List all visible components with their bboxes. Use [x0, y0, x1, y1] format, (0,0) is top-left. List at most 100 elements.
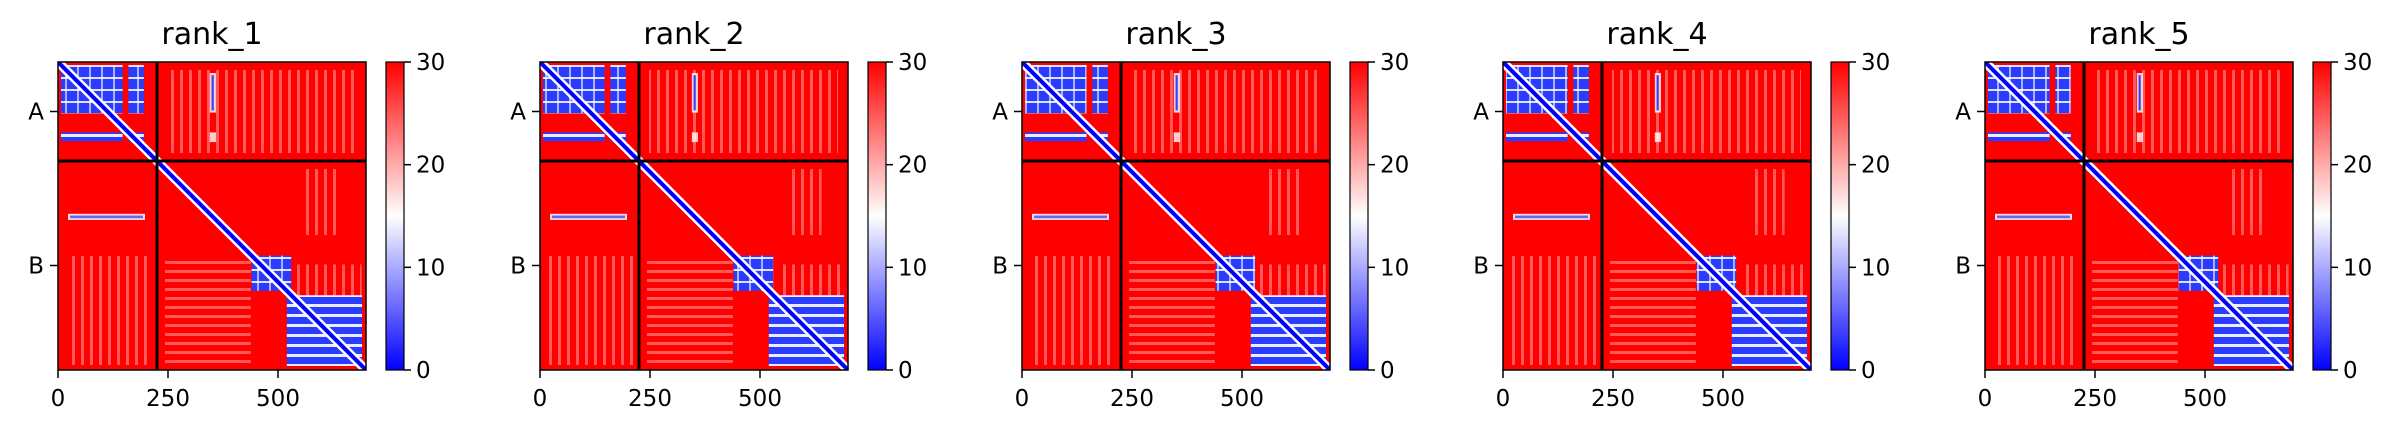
- chain-a-band: [543, 132, 605, 142]
- y-tick-label: B: [510, 254, 526, 280]
- x-tick-label: 0: [1015, 386, 1030, 412]
- colorbar: [1349, 61, 1369, 371]
- domain-texture: [1749, 169, 1785, 235]
- x-tick-label: 500: [256, 386, 300, 412]
- colorbar-tick-label: 30: [1380, 50, 1409, 76]
- heatmap-frame: [57, 61, 367, 371]
- interchain-streak: [691, 132, 698, 143]
- x-tick-label: 500: [1220, 386, 1264, 412]
- colorbar-tick-label: 30: [898, 50, 927, 76]
- diagonal: [1022, 62, 1330, 370]
- interchain-streak: [1654, 132, 1661, 143]
- x-tick-label: 0: [1496, 386, 1511, 412]
- colorbar-tick-label: 20: [2343, 153, 2372, 179]
- x-tick-label: 500: [2183, 386, 2227, 412]
- interchain-band: [552, 215, 625, 219]
- heatmap: [1985, 62, 2293, 370]
- y-tick-label: B: [992, 254, 1008, 280]
- x-tick-label: 0: [51, 386, 66, 412]
- interchain-band: [1034, 215, 1107, 219]
- heatmap: [1503, 62, 1811, 370]
- chain-a-band: [1025, 132, 1087, 142]
- interchain-band: [1515, 215, 1588, 219]
- x-tick-label: 250: [146, 386, 190, 412]
- interchain-texture: [649, 70, 838, 153]
- colorbar-tick-label: 30: [416, 50, 445, 76]
- colorbar-tick-label: 20: [1380, 153, 1409, 179]
- colorbar-tick-label: 0: [416, 358, 431, 384]
- panel-title: rank_1: [161, 17, 262, 52]
- colorbar-tick-label: 10: [2343, 255, 2372, 281]
- y-tick-label: A: [28, 100, 44, 126]
- panel-title: rank_2: [643, 17, 744, 52]
- interchain-band: [70, 215, 143, 219]
- interchain-band: [1997, 215, 2070, 219]
- chain-b-texture: [2222, 264, 2289, 296]
- y-tick-label: B: [1955, 254, 1971, 280]
- interchain-streak: [2136, 132, 2143, 143]
- y-tick-label: A: [1955, 100, 1971, 126]
- interchain-texture: [1993, 256, 2078, 365]
- interchain-streak: [1175, 75, 1178, 111]
- colorbar-tick-label: 0: [1861, 358, 1876, 384]
- colorbar-tick-label: 20: [1861, 153, 1890, 179]
- colorbar-tick-label: 10: [416, 255, 445, 281]
- interchain-texture: [1030, 256, 1115, 365]
- colorbar: [867, 61, 887, 371]
- colorbar: [1830, 61, 1850, 371]
- domain-texture: [786, 169, 822, 235]
- colorbar-tick-label: 10: [898, 255, 927, 281]
- x-tick-label: 250: [1110, 386, 1154, 412]
- chain-a-block: [128, 65, 144, 114]
- interchain-streak: [2138, 75, 2141, 111]
- x-tick-label: 250: [628, 386, 672, 412]
- x-tick-label: 250: [2073, 386, 2117, 412]
- panel-title: rank_4: [1606, 17, 1707, 52]
- x-tick-label: 250: [1591, 386, 1635, 412]
- y-tick-label: A: [992, 100, 1008, 126]
- x-tick-label: 500: [1701, 386, 1745, 412]
- heatmap-frame: [539, 61, 849, 371]
- chain-a-block: [1573, 65, 1589, 114]
- heatmap: [540, 62, 848, 370]
- chain-a-band: [61, 132, 123, 142]
- heatmap: [1022, 62, 1330, 370]
- panel-title: rank_5: [2088, 17, 2189, 52]
- diagonal: [58, 62, 366, 370]
- domain-texture: [2092, 261, 2178, 365]
- x-tick-label: 500: [738, 386, 782, 412]
- colorbar: [2312, 61, 2332, 371]
- x-tick-label: 0: [533, 386, 548, 412]
- colorbar-tick-label: 20: [898, 153, 927, 179]
- diagonal: [1503, 62, 1811, 370]
- domain-texture: [1268, 169, 1304, 235]
- colorbar-tick-label: 30: [1861, 50, 1890, 76]
- interchain-streak: [693, 75, 696, 111]
- heatmap-frame: [1502, 61, 1812, 371]
- interchain-streak: [1656, 75, 1659, 111]
- chain-a-band: [1988, 132, 2050, 142]
- panel-3: rank_3 0 250 500 A B 0 10 20 30: [992, 17, 1409, 412]
- domain-texture: [165, 261, 251, 365]
- domain-texture: [304, 169, 340, 235]
- interchain-streak: [209, 132, 216, 143]
- colorbar-tick-label: 20: [416, 153, 445, 179]
- interchain-texture: [1511, 256, 1596, 365]
- panel-4: rank_4 0 250 500 A B 0 10 20 30: [1473, 17, 1890, 412]
- domain-texture: [1129, 261, 1215, 365]
- chain-a-block: [2055, 65, 2071, 114]
- chain-a-block: [1092, 65, 1108, 114]
- interchain-texture: [2094, 70, 2283, 153]
- colorbar-tick-label: 0: [1380, 358, 1395, 384]
- colorbar-tick-label: 10: [1380, 255, 1409, 281]
- interchain-texture: [548, 256, 633, 365]
- interchain-texture: [1131, 70, 1320, 153]
- colorbar-tick-label: 10: [1861, 255, 1890, 281]
- diagonal: [540, 62, 848, 370]
- panel-title: rank_3: [1125, 17, 1226, 52]
- interchain-streak: [211, 75, 214, 111]
- heatmap-frame: [1021, 61, 1331, 371]
- domain-texture: [1610, 261, 1696, 365]
- colorbar-tick-label: 0: [898, 358, 913, 384]
